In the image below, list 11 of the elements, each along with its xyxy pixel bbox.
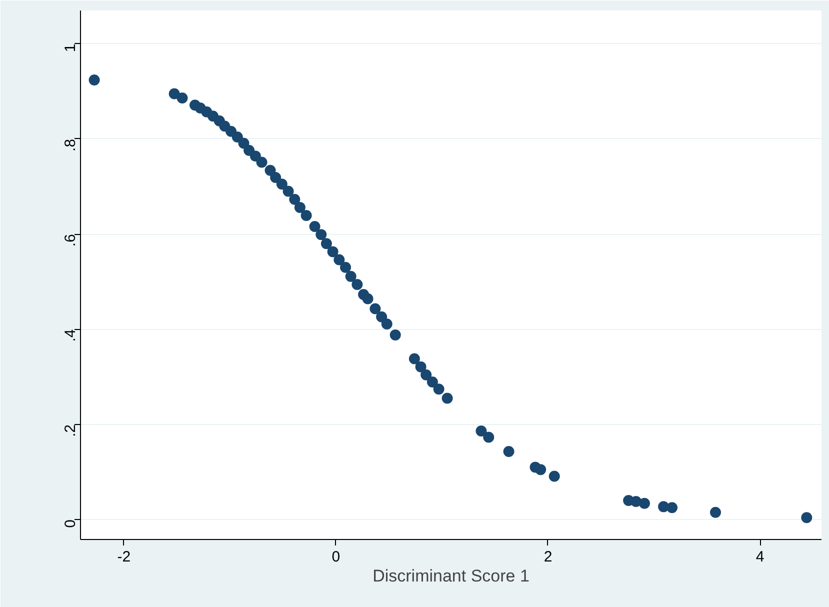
y-tick-label: 0 xyxy=(62,520,79,528)
y-tick-label: .4 xyxy=(62,329,79,342)
y-tick-label: .8 xyxy=(62,138,79,152)
y-tick-label: .2 xyxy=(62,424,79,437)
y-tick-label: 1 xyxy=(62,44,79,52)
x-tick-label: 4 xyxy=(756,548,764,566)
x-axis-title: Discriminant Score 1 xyxy=(372,566,530,586)
x-tick-label: -2 xyxy=(117,548,131,566)
y-tick-label: .6 xyxy=(62,234,79,247)
x-tick-label: 2 xyxy=(544,548,552,566)
x-tick-label: 0 xyxy=(332,548,340,566)
